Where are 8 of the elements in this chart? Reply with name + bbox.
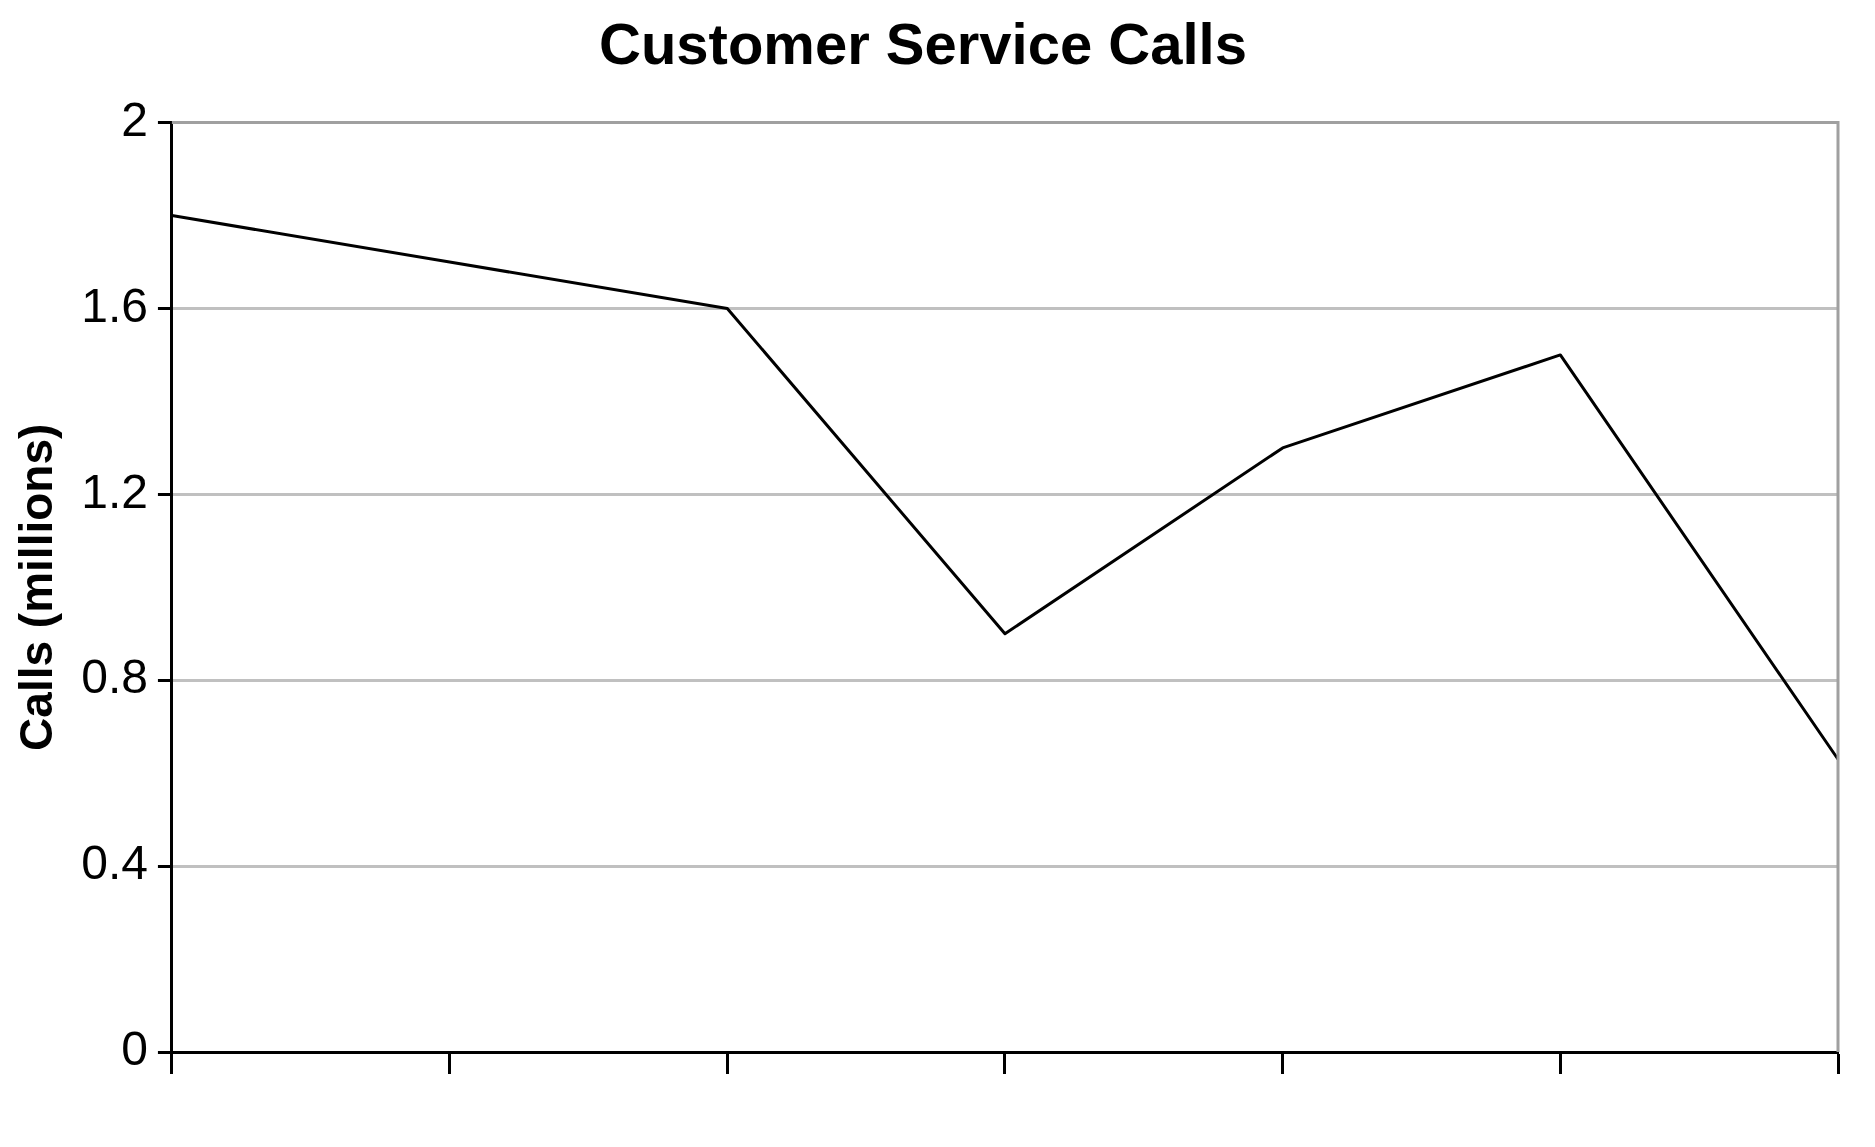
y-tick-label: 0.4 xyxy=(81,836,148,890)
chart-title: Customer Service Calls xyxy=(599,10,1247,76)
y-tick-label: 1.6 xyxy=(81,278,148,332)
y-tick-label: 1.2 xyxy=(81,464,148,518)
y-axis-title: Calls (millions) xyxy=(10,423,63,751)
y-tick-label: 2 xyxy=(121,92,148,146)
y-tick-label: 0 xyxy=(121,1022,148,1076)
y-tick-label: 0.8 xyxy=(81,650,148,704)
